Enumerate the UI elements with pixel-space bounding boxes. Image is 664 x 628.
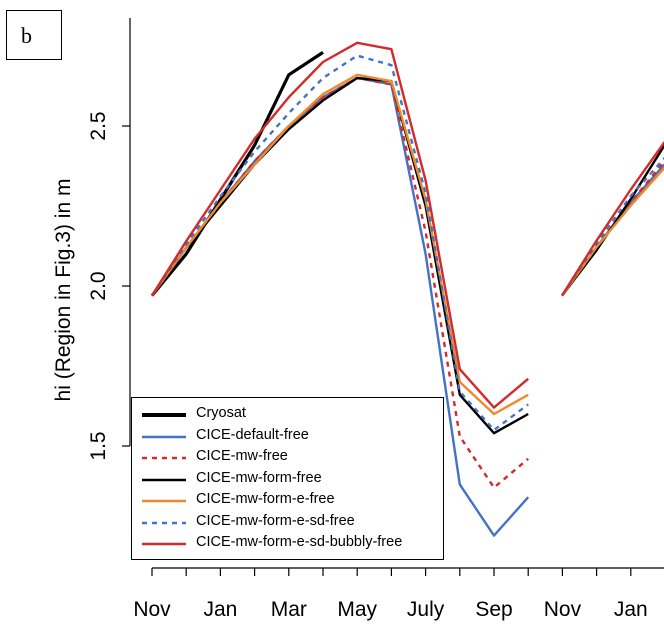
legend-label: CICE-mw-form-free — [196, 469, 322, 486]
series-line-cryosat-seg1 — [150, 51, 324, 297]
x-tick-label: July — [407, 598, 445, 621]
x-tick-label: Nov — [133, 598, 171, 621]
series-line-cice-mw-form-free-seg1 — [151, 76, 529, 435]
series-line-cice-mw-form-e-free-seg2 — [561, 166, 664, 297]
series-line-cice-mw-form-e-sd-free-seg1 — [151, 54, 529, 432]
legend-swatch — [142, 413, 186, 417]
x-tick-label: May — [337, 598, 377, 621]
legend: Cryosat CICE-default-free CICE-mw-free CICE… — [131, 397, 444, 560]
series-line-cice-mw-form-e-sd-bubbly-free-seg1 — [150, 41, 529, 409]
legend-label: CICE-mw-form-e-free — [196, 491, 335, 507]
legend-item: CICE-mw-free — [132, 447, 443, 469]
y-tick-label: 2.0 — [87, 271, 110, 300]
legend-item: CICE-default-free — [132, 426, 443, 448]
legend-swatch — [142, 478, 186, 481]
x-tick-label: Nov — [544, 598, 582, 621]
legend-swatch — [142, 499, 186, 503]
series-line-cice-mw-form-e-free-seg1 — [151, 73, 529, 416]
legend-label: CICE-mw-free — [196, 448, 288, 464]
y-axis-label: hi (Region in Fig.3) in m — [52, 178, 75, 402]
legend-swatch — [142, 542, 186, 546]
y-tick-label: 2.5 — [87, 111, 110, 140]
panel-label-box: b — [6, 10, 62, 60]
series-line-cice-mw-free-seg2 — [561, 160, 664, 297]
series-lines-group — [150, 41, 664, 537]
legend-swatch — [142, 521, 186, 524]
panel-label: b — [21, 23, 32, 48]
x-tick-label: Jan — [203, 598, 237, 621]
legend-label: CICE-mw-form-e-sd-bubbly-free — [196, 534, 403, 550]
x-tick-label: Sep — [475, 598, 512, 621]
legend-item: CICE-mw-form-free — [132, 469, 443, 491]
legend-label: Cryosat — [196, 405, 246, 421]
legend-swatch — [142, 456, 186, 460]
x-tick-label: Mar — [271, 598, 307, 621]
legend-label: CICE-default-free — [196, 426, 309, 443]
legend-label: CICE-mw-form-e-sd-free — [196, 512, 355, 529]
legend-item: CICE-mw-form-e-free — [132, 490, 443, 512]
series-line-cice-mw-form-e-sd-bubbly-free-seg2 — [560, 141, 664, 297]
axes-group: 1.5 2.0 2.5 Nov Jan Mar May July Sep Nov Jan — [87, 18, 664, 621]
legend-item: Cryosat — [132, 404, 443, 426]
y-tick-label: 1.5 — [87, 431, 110, 460]
x-tick-label: Jan — [614, 598, 648, 621]
legend-item: CICE-mw-form-e-sd-free — [132, 512, 443, 534]
series-line-cice-mw-free-seg1 — [151, 76, 529, 489]
legend-swatch — [142, 435, 186, 438]
legend-item: CICE-mw-form-e-sd-bubbly-free — [132, 533, 443, 555]
